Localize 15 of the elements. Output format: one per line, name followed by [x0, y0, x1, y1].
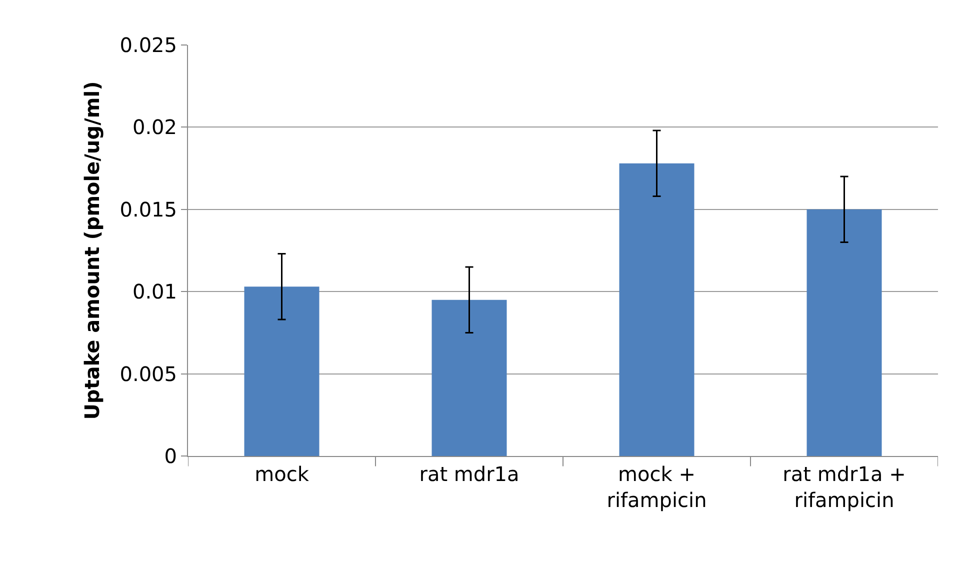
- x-tick-label: rat mdr1a: [419, 462, 520, 486]
- bar: [806, 209, 882, 456]
- x-tick-label: rat mdr1a + rifampicin: [782, 462, 906, 512]
- y-tick-label: 0: [164, 444, 177, 468]
- bar: [432, 300, 507, 456]
- bar: [244, 286, 320, 456]
- y-tick-label: 0.015: [120, 197, 177, 222]
- y-tick-label: 0.02: [132, 115, 177, 140]
- y-tick-label: 0.025: [120, 33, 177, 57]
- bar: [619, 163, 694, 456]
- x-tick-label: mock + rifampicin: [606, 462, 707, 512]
- y-tick-label: 0.005: [120, 362, 177, 386]
- y-tick-label: 0.01: [132, 280, 177, 304]
- y-axis-title: Uptake amount (pmole/ug/ml): [80, 81, 104, 420]
- x-tick-label: mock: [254, 462, 310, 486]
